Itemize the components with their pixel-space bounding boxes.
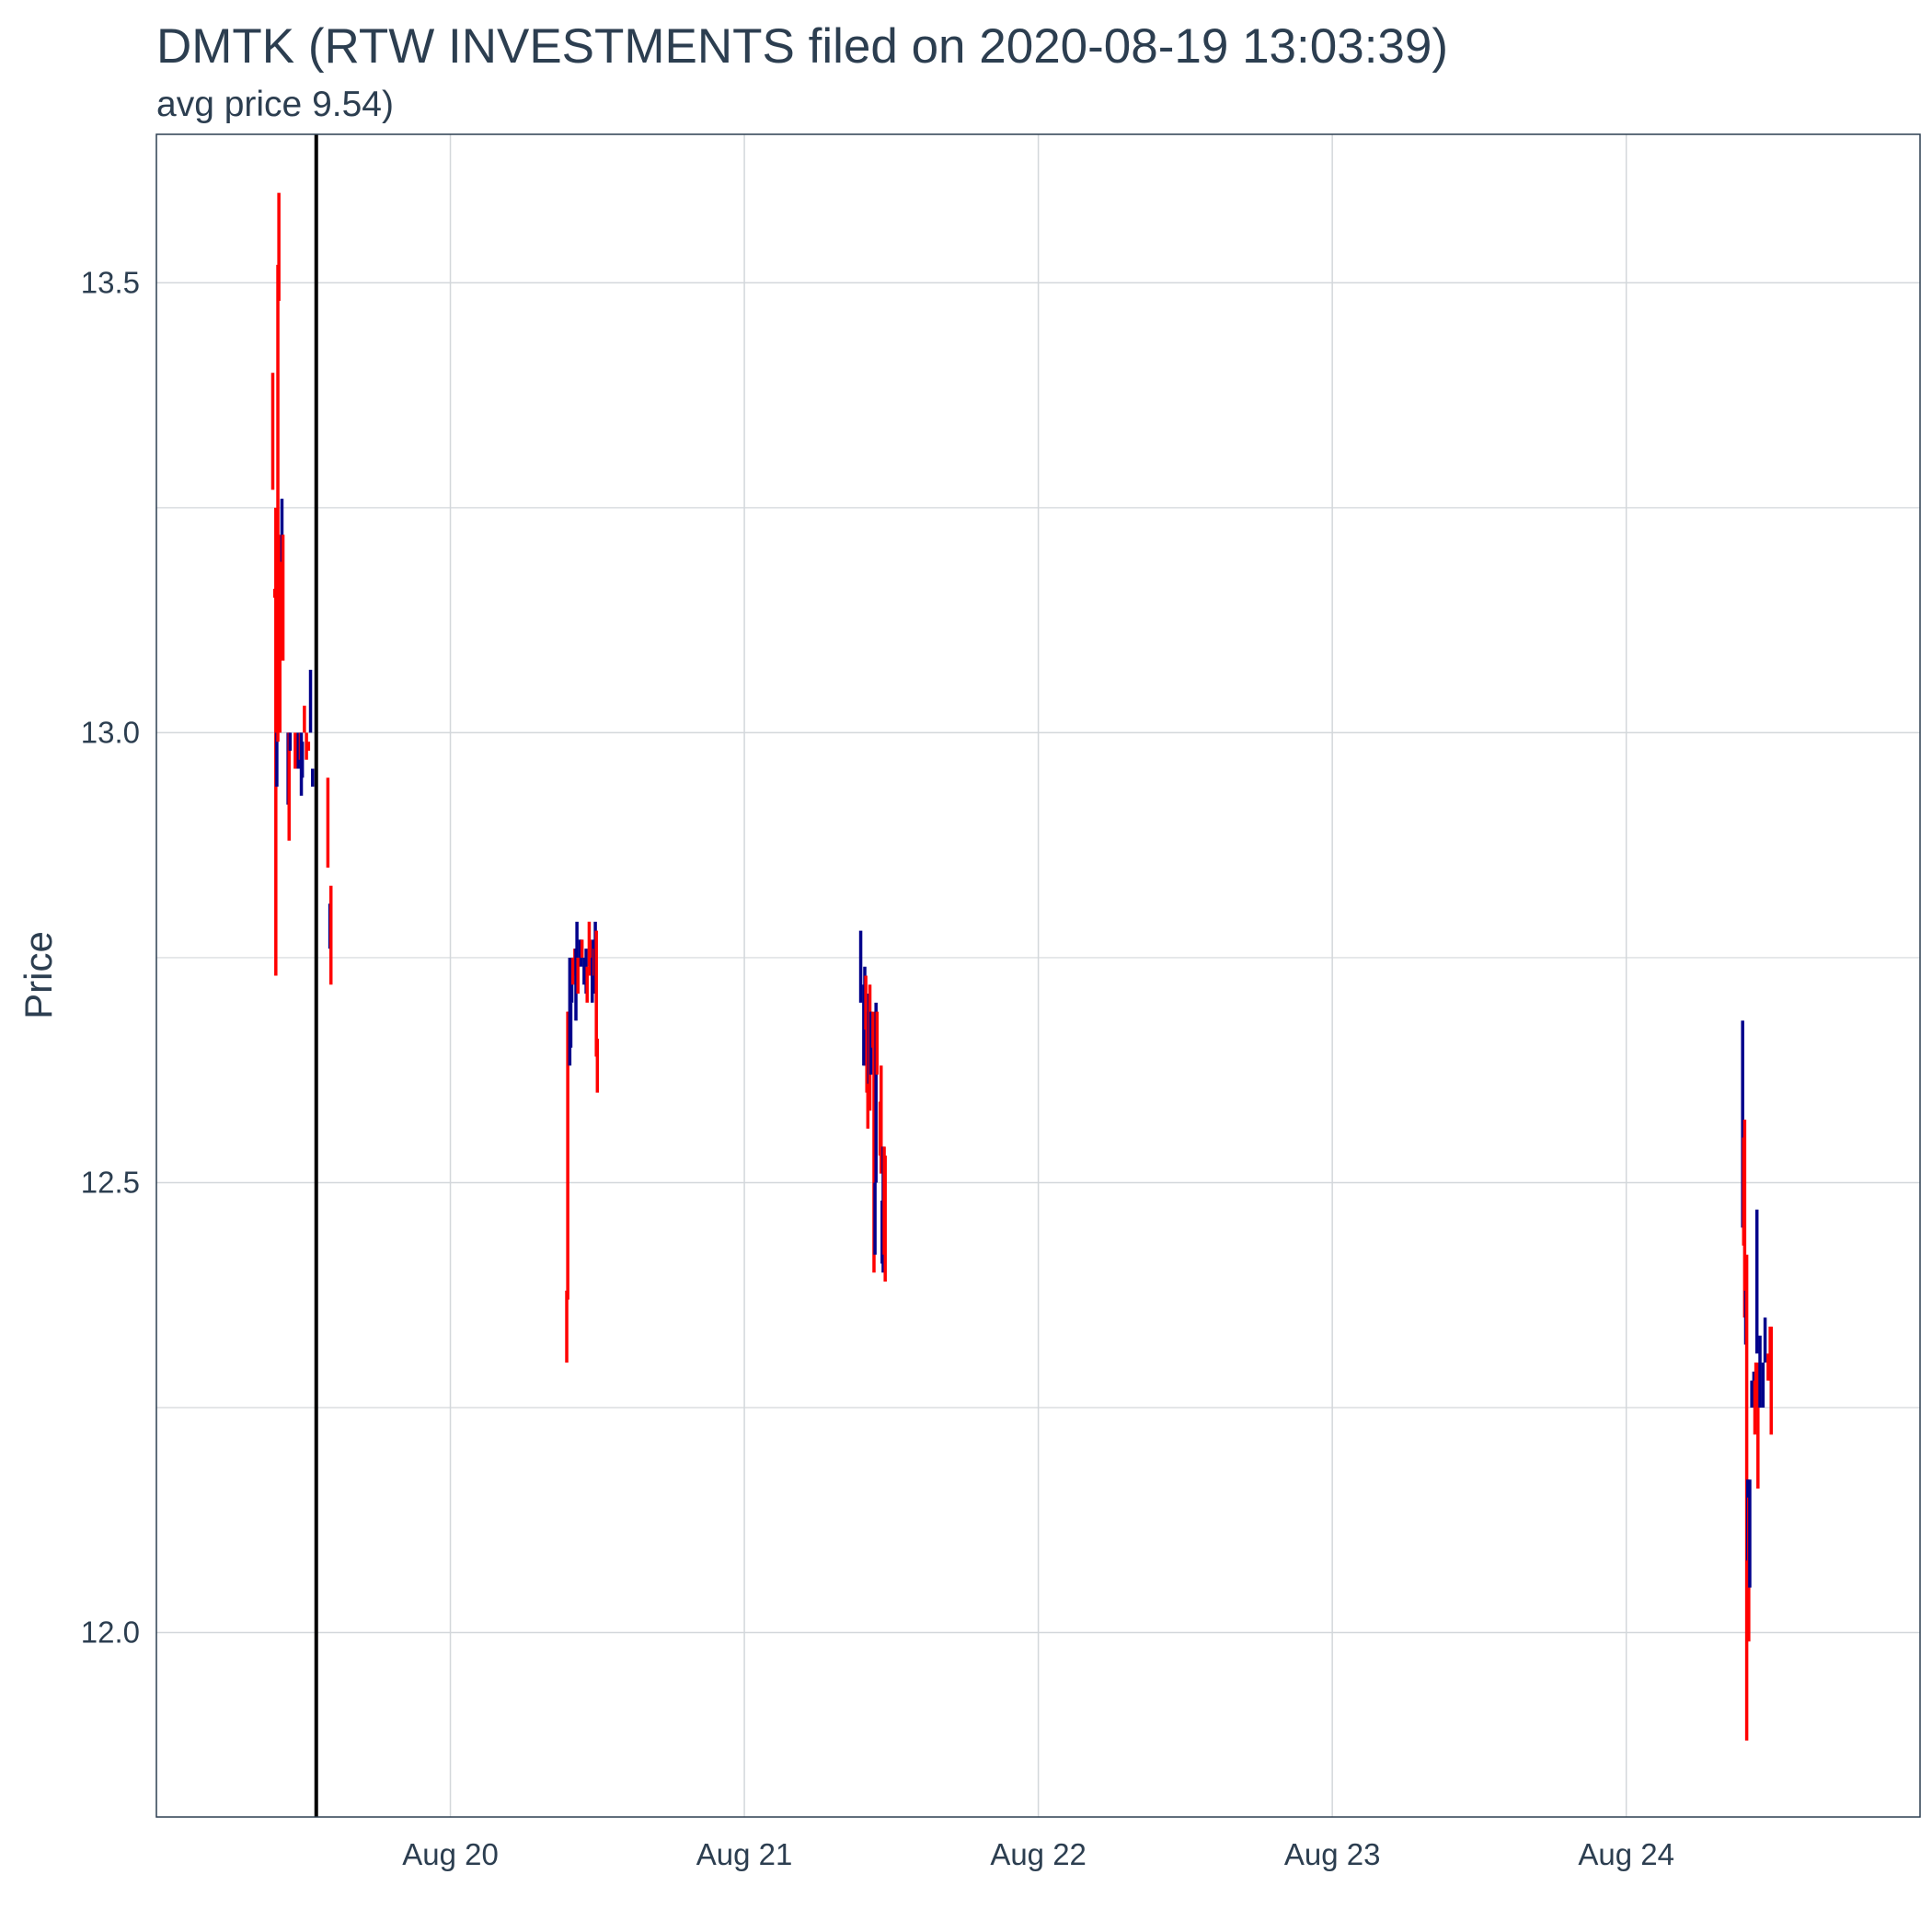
y-axis-ticks: 12.0 12.5 13.0 13.5 xyxy=(81,265,140,1649)
x-tick-label: Aug 22 xyxy=(990,1837,1087,1871)
x-tick-label: Aug 24 xyxy=(1578,1837,1674,1871)
x-tick-label: Aug 21 xyxy=(696,1837,793,1871)
x-tick-label: Aug 20 xyxy=(402,1837,499,1871)
x-tick-label: Aug 23 xyxy=(1284,1837,1381,1871)
plot-panel-border xyxy=(155,133,1921,1818)
y-tick-label: 13.5 xyxy=(81,265,140,299)
price-bars xyxy=(270,192,1773,1741)
y-tick-label: 13.0 xyxy=(81,715,140,749)
y-tick-label: 12.0 xyxy=(81,1615,140,1649)
y-tick-label: 12.5 xyxy=(81,1165,140,1199)
grid xyxy=(156,134,1920,1817)
chart-title: DMTK (RTW INVESTMENTS filed on 2020-08-1… xyxy=(156,19,1448,74)
chart-subtitle: avg price 9.54) xyxy=(156,85,394,124)
x-axis-ticks: Aug 20 Aug 21 Aug 22 Aug 23 Aug 24 xyxy=(402,1837,1674,1871)
y-axis-title: Price xyxy=(17,931,60,1019)
